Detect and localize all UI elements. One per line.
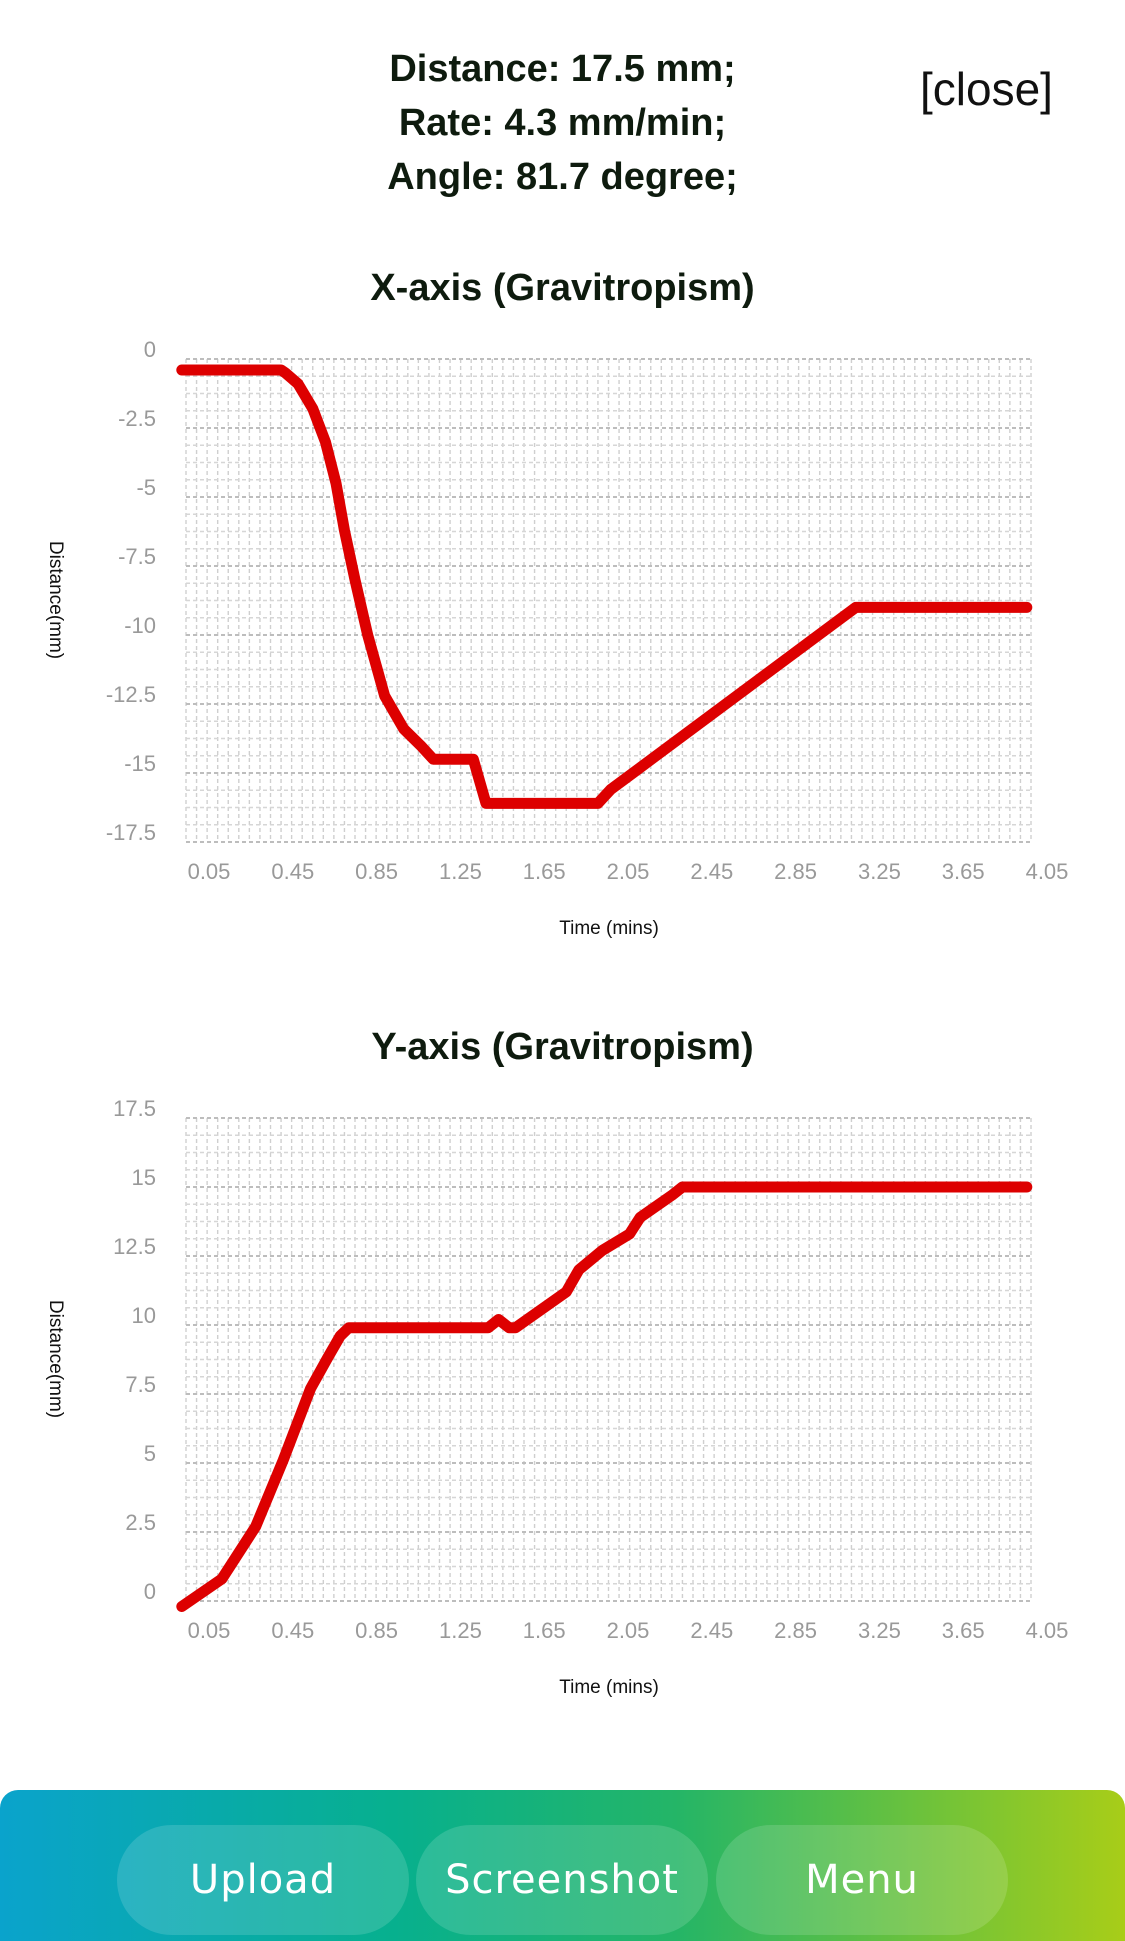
y-axis-label: Distance(mm) bbox=[45, 541, 66, 659]
x-tick-label: 0.85 bbox=[355, 1618, 398, 1643]
y-tick-label: 12.5 bbox=[113, 1234, 156, 1259]
y-tick-label: -10 bbox=[124, 613, 156, 638]
x-tick-label: 2.45 bbox=[690, 859, 733, 884]
x-tick-label: 3.25 bbox=[858, 1618, 901, 1643]
x-axis-chart: 0.05 0.45 0.85 1.25 1.65 2.05 2.45 2.85 3.25 3.65… bbox=[45, 337, 1069, 939]
y-axis-label: Distance(mm) bbox=[45, 1300, 66, 1418]
x-tick-label: 1.65 bbox=[523, 1618, 566, 1643]
bottom-toolbar: Upload Screenshot Menu bbox=[0, 1790, 1125, 1941]
x-tick-label: 2.05 bbox=[607, 1618, 650, 1643]
x-axis-label: Time (mins) bbox=[559, 1677, 659, 1698]
x-tick-label: 1.25 bbox=[439, 1618, 482, 1643]
screenshot-button[interactable]: Screenshot bbox=[416, 1825, 708, 1935]
close-button[interactable]: [close] bbox=[920, 63, 1053, 115]
series-line bbox=[176, 1181, 1033, 1612]
y-tick-label: 0 bbox=[144, 337, 156, 362]
x-tick-label: 3.25 bbox=[858, 859, 901, 884]
x-tick-label: 0.85 bbox=[355, 859, 398, 884]
x-tick-label: 1.25 bbox=[439, 859, 482, 884]
x-tick-label: 2.45 bbox=[690, 1618, 733, 1643]
x-tick-label: 2.05 bbox=[607, 859, 650, 884]
y-axis-chart-title: Y-axis (Gravitropism) bbox=[371, 1026, 754, 1068]
y-tick-label: 7.5 bbox=[125, 1372, 156, 1397]
x-tick-label: 4.05 bbox=[1026, 859, 1069, 884]
y-tick-label: 0 bbox=[144, 1579, 156, 1604]
x-tick-label: 0.05 bbox=[188, 1618, 231, 1643]
menu-button[interactable]: Menu bbox=[716, 1825, 1008, 1935]
y-axis-chart: 0.05 0.45 0.85 1.25 1.65 2.05 2.45 2.85 3.25 3.65… bbox=[45, 1096, 1069, 1698]
y-tick-label: -15 bbox=[124, 751, 156, 776]
x-tick-label: 0.45 bbox=[271, 859, 314, 884]
rate-readout: Rate: 4.3 mm/min; bbox=[398, 102, 727, 144]
y-tick-label: -12.5 bbox=[106, 682, 156, 707]
x-tick-label: 1.65 bbox=[523, 859, 566, 884]
x-tick-label: 0.05 bbox=[188, 859, 231, 884]
y-tick-label: 2.5 bbox=[125, 1510, 156, 1535]
y-tick-label: -2.5 bbox=[118, 406, 156, 431]
x-tick-label: 2.85 bbox=[774, 859, 817, 884]
y-tick-label: 10 bbox=[132, 1303, 156, 1328]
x-tick-label: 0.45 bbox=[271, 1618, 314, 1643]
distance-readout: Distance: 17.5 mm; bbox=[389, 48, 736, 90]
y-tick-label: 17.5 bbox=[113, 1096, 156, 1121]
y-tick-label: -5 bbox=[136, 475, 156, 500]
angle-readout: Angle: 81.7 degree; bbox=[387, 156, 738, 198]
x-tick-label: 3.65 bbox=[942, 859, 985, 884]
x-axis-chart-title: X-axis (Gravitropism) bbox=[370, 267, 755, 309]
x-tick-label: 2.85 bbox=[774, 1618, 817, 1643]
y-tick-label: 5 bbox=[144, 1441, 156, 1466]
x-tick-label: 3.65 bbox=[942, 1618, 985, 1643]
measurement-summary: Distance: 17.5 mm; Rate: 4.3 mm/min; Ang… bbox=[0, 42, 1125, 204]
upload-button[interactable]: Upload bbox=[117, 1825, 409, 1935]
x-tick-label: 4.05 bbox=[1026, 1618, 1069, 1643]
y-tick-label: 15 bbox=[132, 1165, 156, 1190]
series-line bbox=[176, 364, 1033, 809]
y-tick-label: -7.5 bbox=[118, 544, 156, 569]
y-tick-label: -17.5 bbox=[106, 820, 156, 845]
x-axis-label: Time (mins) bbox=[559, 918, 659, 939]
